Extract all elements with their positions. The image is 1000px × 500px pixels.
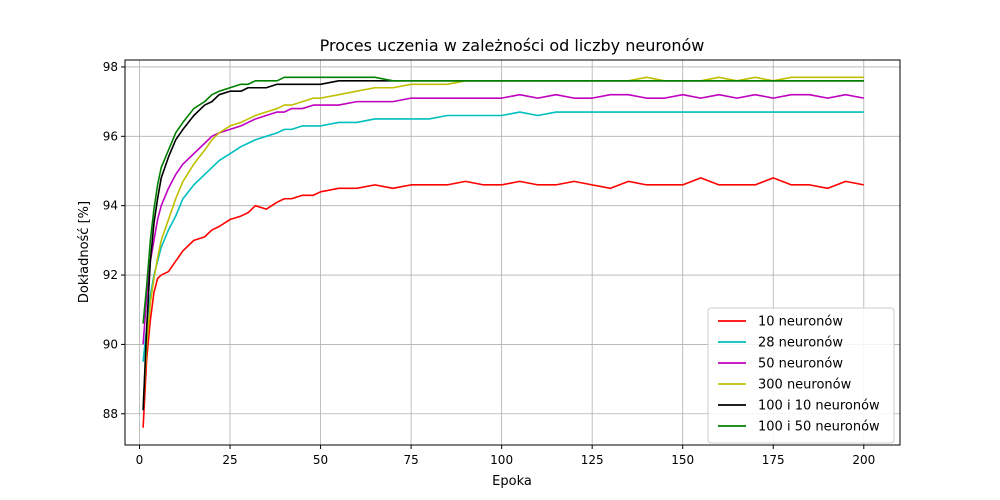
y-tick-label: 90 [103,337,118,351]
x-tick-label: 25 [222,453,237,467]
x-axis: 0 25 50 75 100 125 150 175 200 [136,445,875,467]
legend: 10 neuronów 28 neuronów 50 neuronów 300 neu… [707,307,895,444]
y-axis: 88 90 92 94 96 98 [103,60,125,421]
series-line-2 [142,111,864,362]
x-tick-label: 175 [762,453,785,467]
legend-label: 50 neuronów [758,357,843,372]
x-tick-label: 0 [136,453,144,467]
y-tick-label: 96 [103,129,118,143]
y-tick-label: 94 [103,199,118,213]
legend-label: 10 neuronów [758,315,843,330]
legend-box [707,307,895,444]
y-axis-label: Dokładność [%] [77,201,92,303]
legend-label: 100 i 10 neuronów [758,399,880,414]
x-tick-label: 50 [313,453,328,467]
y-tick-label: 92 [103,268,118,282]
legend-label: 28 neuronów [758,336,843,351]
y-tick-label: 98 [103,60,118,74]
chart-title: Proces uczenia w zależności od liczby ne… [320,36,705,55]
series-lines [142,76,864,428]
y-tick-label: 88 [103,407,118,421]
legend-label: 100 i 50 neuronów [758,420,880,435]
plot-frame [124,59,901,446]
x-tick-label: 100 [490,453,513,467]
series-line-3 [142,93,864,345]
x-tick-label: 200 [852,453,875,467]
x-tick-label: 150 [671,453,694,467]
legend-label: 300 neuronów [758,378,852,393]
series-line-6 [142,76,864,324]
x-tick-label: 125 [581,453,604,467]
x-tick-label: 75 [403,453,418,467]
series-line-1 [142,177,864,428]
x-axis-label: Epoka [492,474,532,489]
